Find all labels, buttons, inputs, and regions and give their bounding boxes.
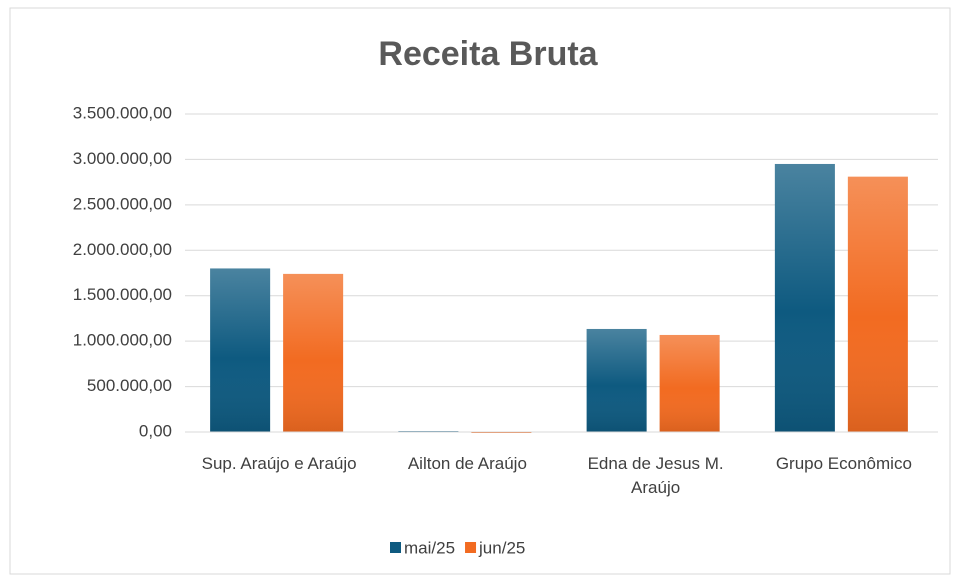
- y-tick-label: 0,00: [139, 421, 172, 440]
- y-tick-label: 500.000,00: [87, 376, 172, 395]
- chart-title: Receita Bruta: [378, 35, 598, 73]
- bar-shade: [847, 176, 908, 432]
- bar-shade: [210, 268, 271, 432]
- bar-shade: [586, 328, 647, 432]
- y-tick-label: 1.500.000,00: [73, 285, 172, 304]
- bar-shade: [774, 163, 835, 432]
- y-tick-label: 3.000.000,00: [73, 149, 172, 168]
- y-tick-label: 1.000.000,00: [73, 331, 172, 350]
- bar-shade: [283, 273, 344, 432]
- legend-swatch: [390, 542, 401, 553]
- x-tick-label: Ailton de Araújo: [407, 454, 527, 473]
- x-tick-label: Grupo Econômico: [775, 454, 912, 473]
- y-tick-label: 2.000.000,00: [73, 240, 172, 259]
- x-tick-label: Sup. Araújo e Araújo: [201, 454, 357, 473]
- y-tick-label: 2.500.000,00: [73, 194, 172, 213]
- legend-swatch: [465, 542, 477, 553]
- y-tick-label: 3.500.000,00: [73, 103, 172, 122]
- legend-label: jun/25: [478, 538, 525, 557]
- legend-label: mai/25: [404, 538, 455, 557]
- x-tick-label: Edna de Jesus M. Araújo: [587, 454, 724, 497]
- bar-shade: [659, 334, 720, 432]
